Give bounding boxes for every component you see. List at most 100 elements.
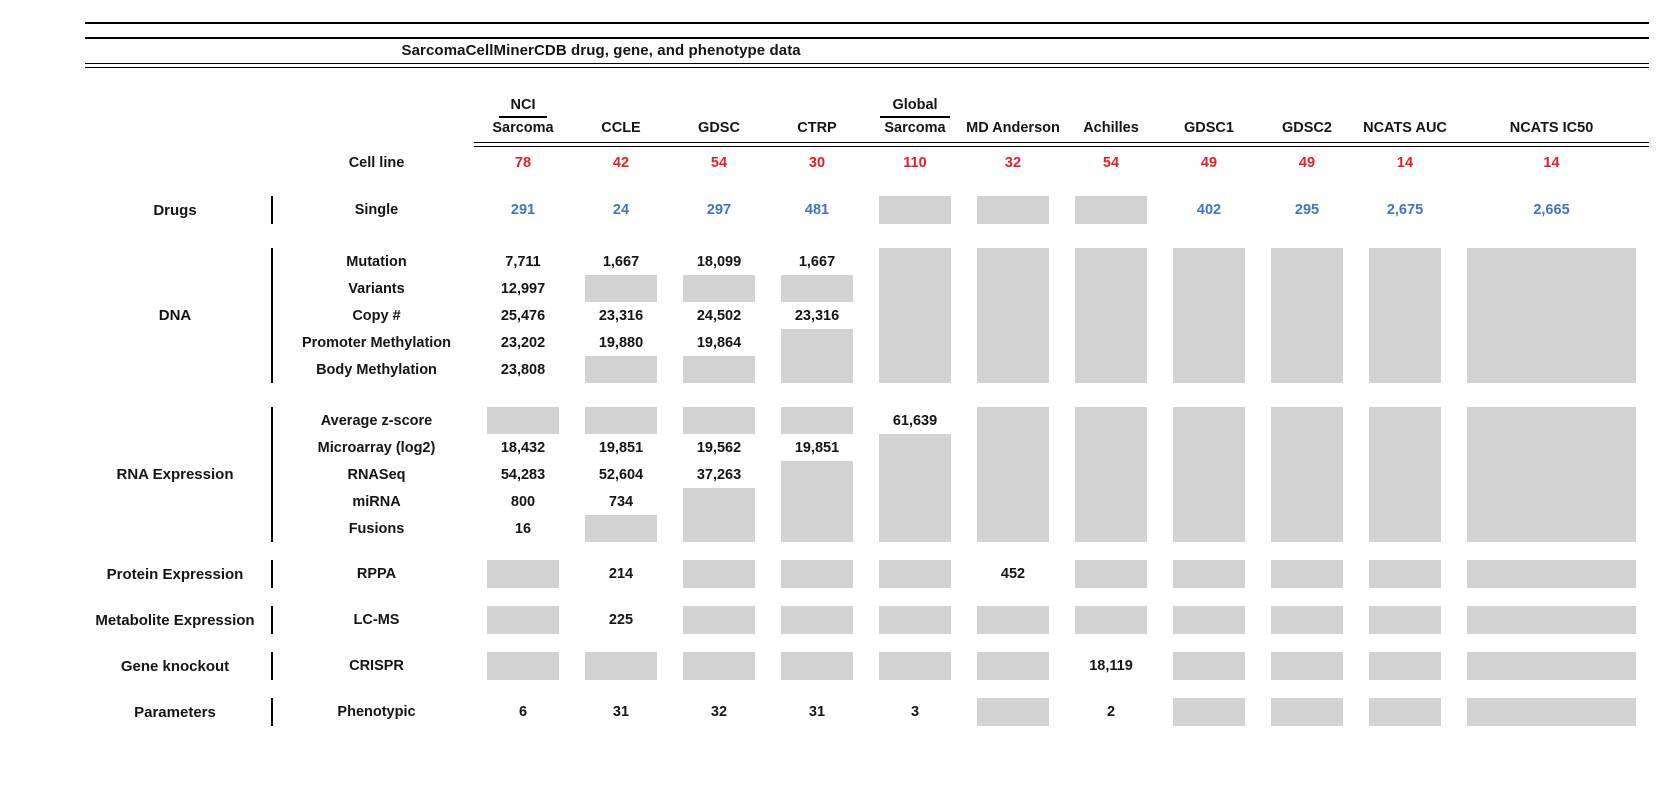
cell-line-count-value: 30 <box>808 154 826 171</box>
cell-line-count-value: 49 <box>1298 154 1316 171</box>
data-cell <box>866 652 964 680</box>
data-cell: 295 <box>1258 196 1356 224</box>
missing-data-box <box>879 248 951 275</box>
data-value: 2,665 <box>1533 202 1570 218</box>
section-divider-line <box>271 560 273 588</box>
cell-line-count-value: 54 <box>1102 154 1120 171</box>
column-header-label: GDSC1 <box>1184 120 1234 136</box>
missing-data-box <box>1075 461 1147 488</box>
column-header: Global Sarcoma <box>866 84 964 142</box>
missing-data-box <box>781 356 853 383</box>
figure-content: SarcomaCellMinerCDB drug, gene, and phen… <box>85 0 1649 726</box>
data-value: 52,604 <box>598 466 644 483</box>
missing-data-box <box>1271 652 1343 680</box>
header-rule-row <box>85 142 1649 147</box>
data-cell: 225 <box>572 606 670 634</box>
column-header: CTRP <box>768 84 866 142</box>
data-value: 12,997 <box>500 280 546 297</box>
missing-data-box <box>1271 461 1343 488</box>
missing-data-box <box>1271 698 1343 726</box>
section: Metabolite Expression LC-MS 225 <box>85 606 1649 634</box>
missing-data-box <box>683 515 755 542</box>
data-value: 2,675 <box>1386 202 1424 218</box>
data-cell <box>768 329 866 356</box>
missing-data-box <box>1467 652 1636 680</box>
cell-line-count-value: 110 <box>903 154 927 171</box>
data-cell <box>768 560 866 588</box>
missing-data-box <box>977 275 1049 302</box>
data-cell <box>866 560 964 588</box>
missing-data-box <box>1075 515 1147 542</box>
missing-data-box <box>977 488 1049 515</box>
section-divider-line <box>271 652 273 680</box>
missing-data-box <box>1075 248 1147 275</box>
missing-data-box <box>1271 248 1343 275</box>
cell-line-count-value: 54 <box>710 154 728 171</box>
data-cell: 18,119 <box>1062 652 1160 680</box>
section-divider-line <box>271 196 273 224</box>
data-cell <box>670 356 768 383</box>
missing-data-box <box>1271 275 1343 302</box>
row-label: Fusions <box>348 520 405 537</box>
missing-data-box <box>1467 248 1636 275</box>
section-divider-line <box>271 407 273 542</box>
data-value: 24,502 <box>696 307 742 324</box>
data-value: 31 <box>612 704 630 720</box>
missing-data-box <box>1271 329 1343 356</box>
missing-data-box <box>1369 434 1441 461</box>
missing-data-box <box>487 407 559 434</box>
missing-data-box <box>1075 606 1147 634</box>
data-cell <box>1356 698 1454 726</box>
data-cell <box>1160 275 1258 302</box>
data-cell: 2,675 <box>1356 196 1454 224</box>
data-value: 3 <box>910 704 920 720</box>
data-cell <box>1258 560 1356 588</box>
missing-data-box <box>879 356 951 383</box>
data-value: 37,263 <box>696 466 742 483</box>
data-value: 18,099 <box>696 253 742 270</box>
data-value: 1,667 <box>798 253 836 270</box>
data-cell <box>1258 302 1356 329</box>
data-cell <box>964 248 1062 275</box>
cell-line-count: 78 <box>474 147 572 178</box>
missing-data-box <box>1467 461 1636 488</box>
column-header-label: CTRP <box>797 120 837 136</box>
row-label: Single <box>354 202 399 218</box>
header-spacer <box>85 84 474 142</box>
column-header: GDSC1 <box>1160 84 1258 142</box>
section-category-label: Metabolite Expression <box>95 611 255 629</box>
data-cell: 18,099 <box>670 248 768 275</box>
data-value: 19,562 <box>696 439 742 456</box>
data-cell <box>866 434 964 461</box>
data-cell: 734 <box>572 488 670 515</box>
missing-data-box <box>781 488 853 515</box>
missing-data-box <box>1075 560 1147 588</box>
data-cell: 2,665 <box>1454 196 1649 224</box>
figure-title: SarcomaCellMinerCDB drug, gene, and phen… <box>401 42 801 59</box>
missing-data-box <box>683 560 755 588</box>
missing-data-box <box>1467 560 1636 588</box>
data-value: 291 <box>510 202 536 218</box>
missing-data-box <box>977 329 1049 356</box>
missing-data-box <box>1369 302 1441 329</box>
column-header: Achilles <box>1062 84 1160 142</box>
column-header-label: MD Anderson <box>966 120 1060 136</box>
missing-data-box <box>1271 515 1343 542</box>
missing-data-box <box>977 407 1049 434</box>
missing-data-box <box>1075 329 1147 356</box>
data-cell: 54,283 <box>474 461 572 488</box>
row-label: Copy # <box>352 307 401 324</box>
data-cell <box>474 606 572 634</box>
missing-data-box <box>487 560 559 588</box>
missing-data-box <box>781 275 853 302</box>
data-cell <box>1454 698 1649 726</box>
column-header-group-label: Global <box>880 96 950 118</box>
missing-data-box <box>977 606 1049 634</box>
missing-data-box <box>1271 407 1343 434</box>
cell-line-count-value: 14 <box>1396 154 1414 171</box>
data-cell <box>964 434 1062 461</box>
missing-data-box <box>1173 356 1245 383</box>
data-cell: 37,263 <box>670 461 768 488</box>
data-cell <box>1160 515 1258 542</box>
